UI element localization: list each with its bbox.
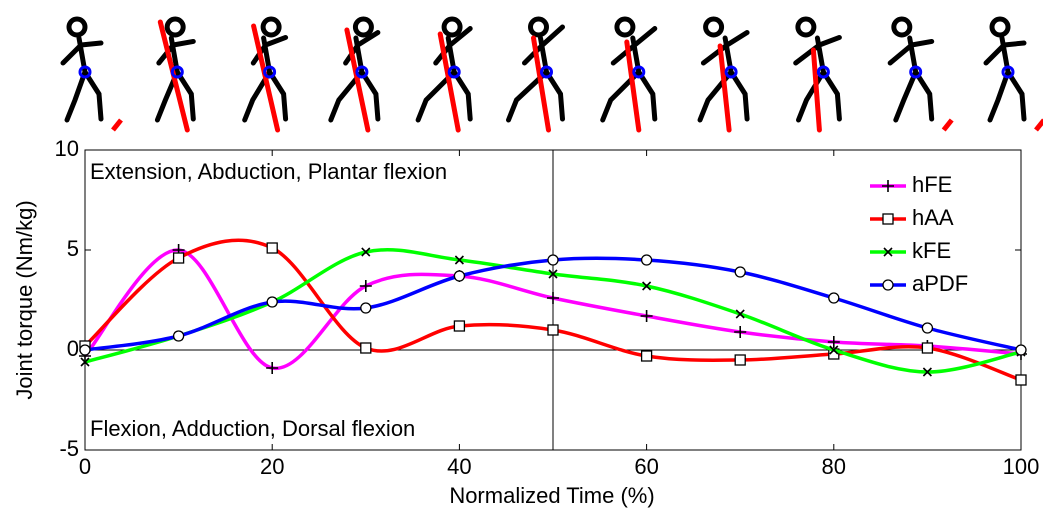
marker	[642, 351, 652, 361]
head	[69, 19, 85, 35]
marker	[735, 267, 745, 277]
x-tick-label: 40	[447, 454, 471, 479]
stick-figure	[331, 19, 378, 130]
marker	[735, 355, 745, 365]
stick-figure	[796, 19, 840, 130]
marker	[548, 255, 558, 265]
head	[894, 19, 910, 35]
leg-highlight	[944, 120, 952, 130]
stick-figure	[603, 19, 655, 130]
leg-highlight	[813, 50, 819, 130]
marker	[80, 345, 90, 355]
marker	[922, 343, 932, 353]
legend-label: hAA	[912, 205, 954, 230]
body	[986, 38, 1024, 120]
stick-figure	[245, 19, 286, 130]
y-tick-label: 10	[55, 136, 79, 161]
leg-highlight	[113, 120, 121, 130]
chart: Normalized Time (%) Joint torque (Nm/kg)…	[0, 0, 1043, 515]
body	[63, 38, 101, 120]
marker	[454, 271, 464, 281]
legend-label: kFE	[912, 238, 951, 263]
marker	[174, 253, 184, 263]
stick-figures	[63, 19, 1043, 130]
head	[167, 19, 183, 35]
head	[706, 19, 722, 35]
stick-figure	[986, 19, 1043, 130]
marker	[267, 297, 277, 307]
marker	[883, 214, 893, 224]
stick-figure	[700, 19, 747, 130]
body	[890, 38, 932, 120]
legend-label: aPDF	[912, 271, 968, 296]
stick-figure	[509, 19, 563, 130]
head	[531, 19, 547, 35]
stick-figure	[157, 19, 193, 130]
marker	[174, 331, 184, 341]
marker	[267, 243, 277, 253]
head	[992, 19, 1008, 35]
x-tick-label: 100	[1003, 454, 1040, 479]
marker	[548, 325, 558, 335]
marker	[642, 255, 652, 265]
head	[617, 19, 633, 35]
x-axis-label: Normalized Time (%)	[449, 483, 654, 508]
stick-figure	[890, 19, 952, 130]
annotation: Flexion, Adduction, Dorsal flexion	[90, 416, 415, 441]
leg-highlight	[1036, 120, 1043, 130]
head	[355, 19, 371, 35]
stick-figure	[63, 19, 121, 130]
x-tick-label: 60	[634, 454, 658, 479]
marker	[1016, 345, 1026, 355]
y-tick-label: -5	[59, 436, 79, 461]
marker	[829, 293, 839, 303]
head	[263, 19, 279, 35]
annotation: Extension, Abduction, Plantar flexion	[90, 159, 447, 184]
head	[444, 19, 460, 35]
y-axis-label: Joint torque (Nm/kg)	[12, 200, 37, 399]
x-tick-label: 0	[79, 454, 91, 479]
y-tick-label: 5	[67, 236, 79, 261]
head	[798, 19, 814, 35]
x-tick-label: 80	[822, 454, 846, 479]
marker	[922, 323, 932, 333]
stick-figure	[418, 19, 470, 130]
legend-label: hFE	[912, 172, 952, 197]
marker	[361, 343, 371, 353]
marker	[454, 321, 464, 331]
x-tick-label: 20	[260, 454, 284, 479]
marker	[1016, 375, 1026, 385]
marker	[883, 280, 893, 290]
y-tick-label: 0	[67, 336, 79, 361]
marker	[361, 303, 371, 313]
